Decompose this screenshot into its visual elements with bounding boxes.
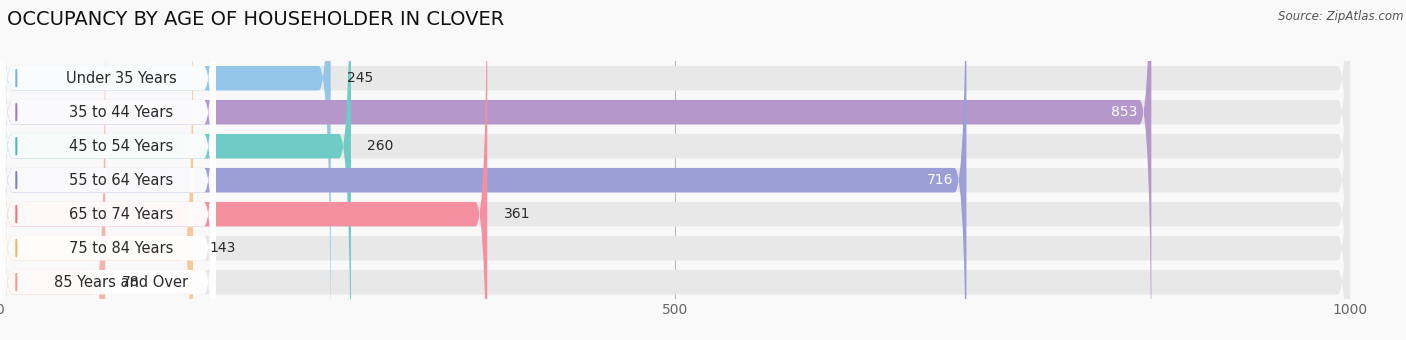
FancyBboxPatch shape: [0, 0, 1350, 340]
Text: Under 35 Years: Under 35 Years: [66, 71, 176, 86]
FancyBboxPatch shape: [0, 0, 1350, 340]
Text: 35 to 44 Years: 35 to 44 Years: [69, 105, 173, 120]
FancyBboxPatch shape: [0, 0, 352, 340]
Text: 55 to 64 Years: 55 to 64 Years: [69, 173, 173, 188]
Text: 85 Years and Over: 85 Years and Over: [53, 275, 188, 290]
FancyBboxPatch shape: [0, 0, 1152, 340]
FancyBboxPatch shape: [0, 0, 193, 340]
FancyBboxPatch shape: [0, 0, 330, 340]
Text: 75 to 84 Years: 75 to 84 Years: [69, 241, 173, 256]
Text: 143: 143: [209, 241, 236, 255]
FancyBboxPatch shape: [0, 0, 217, 340]
Text: OCCUPANCY BY AGE OF HOUSEHOLDER IN CLOVER: OCCUPANCY BY AGE OF HOUSEHOLDER IN CLOVE…: [7, 10, 505, 29]
FancyBboxPatch shape: [0, 0, 217, 340]
FancyBboxPatch shape: [0, 0, 1350, 340]
FancyBboxPatch shape: [0, 0, 488, 340]
FancyBboxPatch shape: [0, 0, 217, 340]
FancyBboxPatch shape: [0, 0, 105, 340]
Text: 65 to 74 Years: 65 to 74 Years: [69, 207, 173, 222]
Text: 716: 716: [927, 173, 953, 187]
Text: 245: 245: [347, 71, 373, 85]
FancyBboxPatch shape: [0, 0, 1350, 340]
FancyBboxPatch shape: [0, 0, 966, 340]
Text: 361: 361: [503, 207, 530, 221]
Text: Source: ZipAtlas.com: Source: ZipAtlas.com: [1278, 10, 1403, 23]
FancyBboxPatch shape: [0, 0, 217, 340]
Text: 45 to 54 Years: 45 to 54 Years: [69, 139, 173, 154]
FancyBboxPatch shape: [0, 0, 217, 340]
Text: 260: 260: [367, 139, 394, 153]
FancyBboxPatch shape: [0, 0, 1350, 340]
FancyBboxPatch shape: [0, 0, 217, 340]
Text: 853: 853: [1112, 105, 1137, 119]
FancyBboxPatch shape: [0, 0, 217, 340]
FancyBboxPatch shape: [0, 0, 1350, 340]
FancyBboxPatch shape: [0, 0, 1350, 340]
Text: 78: 78: [121, 275, 139, 289]
